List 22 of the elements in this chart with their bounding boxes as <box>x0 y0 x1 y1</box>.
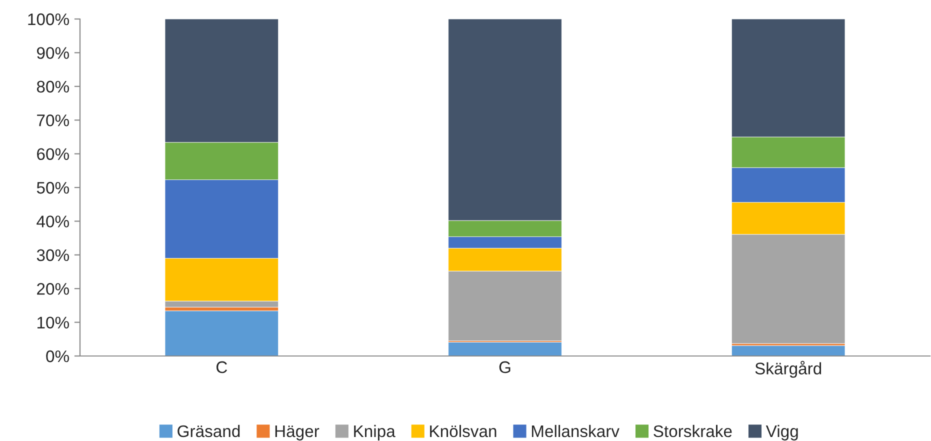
y-tick-label: 70% <box>37 114 69 126</box>
legend-label: Vigg <box>766 424 798 440</box>
x-tick-label: Skärgård <box>755 360 822 378</box>
y-tick-label: 60% <box>37 148 69 160</box>
x-tick-label: G <box>499 361 510 374</box>
legend-label: Häger <box>275 426 320 440</box>
y-tick-label: 50% <box>36 182 69 194</box>
legend-label: Storskrake <box>654 424 732 438</box>
legend-label: Knipa <box>354 424 396 440</box>
legend-label: Gräsand <box>178 424 240 438</box>
y-tick-label: 30% <box>36 249 69 262</box>
y-tick-label: 100% <box>28 13 69 26</box>
legend-label: Knölsvan <box>430 424 496 438</box>
y-tick-label: 0% <box>46 350 69 362</box>
y-tick-label: 40% <box>36 216 69 228</box>
x-tick-label: C <box>216 361 228 374</box>
y-tick-label: 10% <box>37 316 69 329</box>
bar <box>164 310 279 356</box>
legend-label: Mellanskarv <box>532 424 620 438</box>
y-tick-label: 20% <box>37 283 69 295</box>
y-tick-label: 90% <box>37 47 69 59</box>
y-tick-label: 80% <box>36 80 69 93</box>
